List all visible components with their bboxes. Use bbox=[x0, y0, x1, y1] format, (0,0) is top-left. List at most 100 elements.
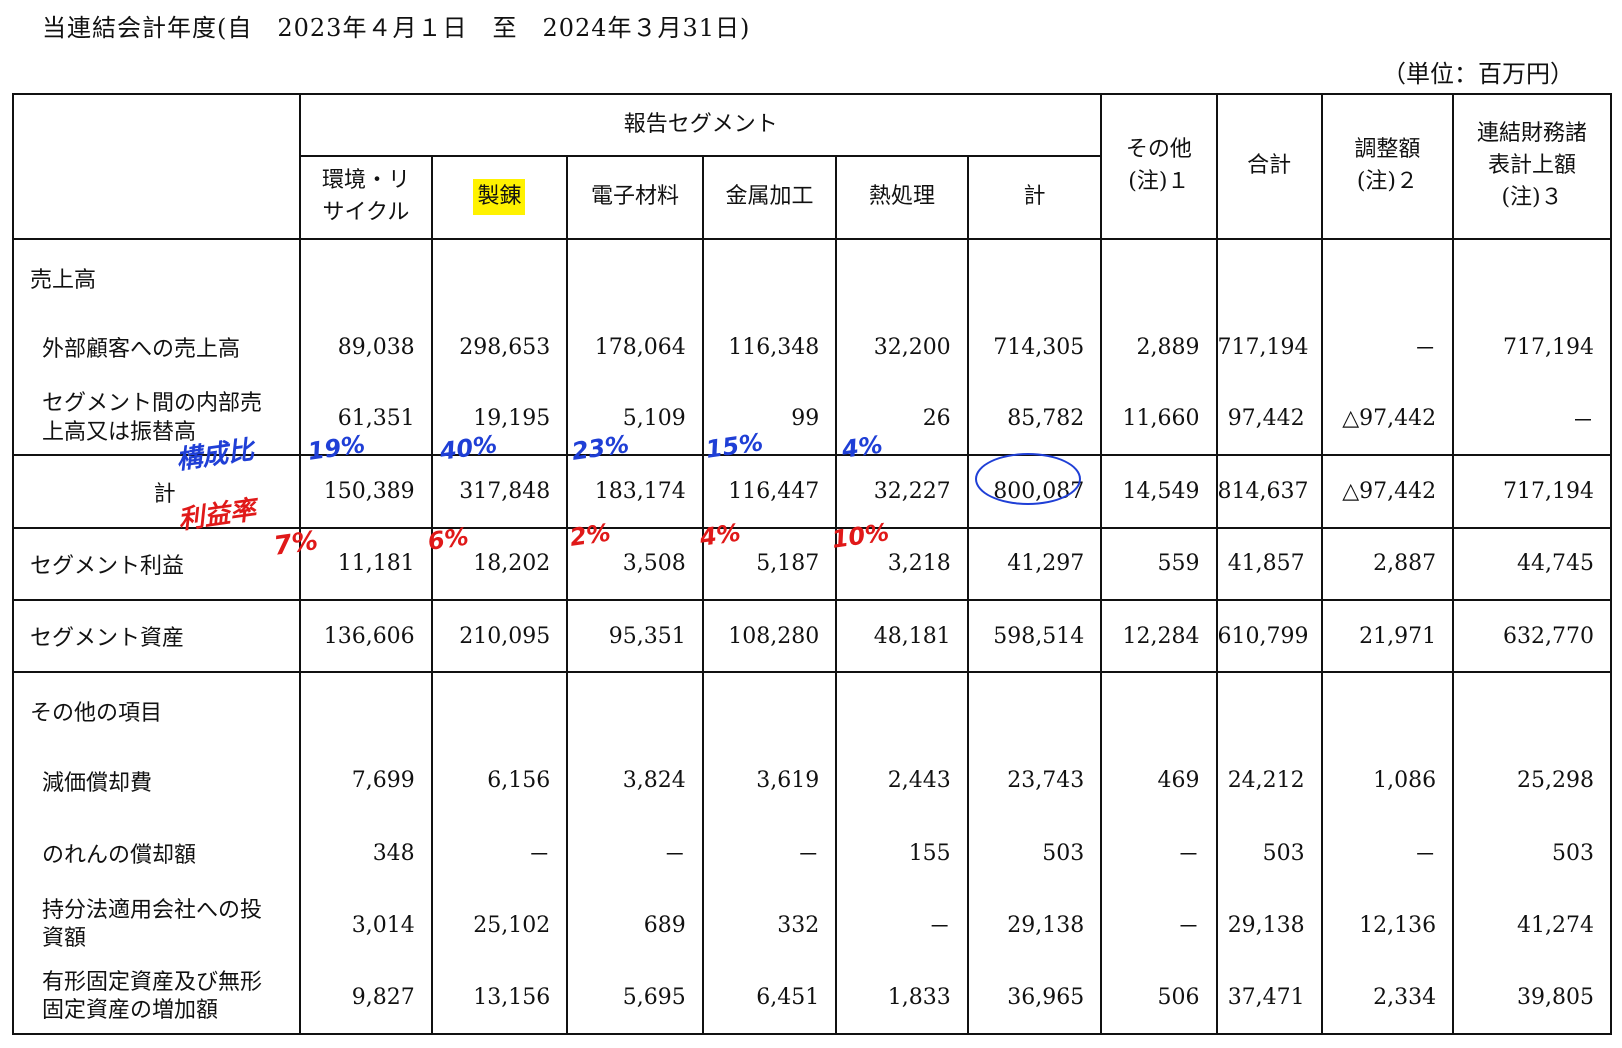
capex-increase-value: 506 bbox=[1100, 961, 1218, 1036]
header-consolidated-main: 連結財務諸表計上額 bbox=[1477, 121, 1588, 179]
intersegment-sales-label: セグメント間の内部売上高又は振替高 bbox=[11, 383, 302, 457]
margin-smelting: 6% bbox=[426, 522, 471, 556]
goodwill-amortization-value: 348 bbox=[299, 816, 433, 890]
sales-total-value: 717,194 bbox=[1452, 454, 1612, 529]
equity-investment-value: － bbox=[835, 889, 969, 962]
external-sales-value: 32,200 bbox=[835, 310, 969, 384]
external-sales-value: 2,889 bbox=[1100, 310, 1218, 384]
segment-profit-value: 18,202 bbox=[430, 526, 569, 602]
depreciation-value: 469 bbox=[1100, 744, 1218, 817]
period-title: 当連結会計年度(自 2023年４月１日 至 2024年３月31日) bbox=[42, 14, 751, 42]
smelting-highlight: 製錬 bbox=[473, 179, 526, 216]
row-external-sales: 外部顧客への売上高 89,038 298,653 178,064 116,348 32,… bbox=[11, 310, 1612, 384]
header-segment-heat-treatment: 熱処理 bbox=[835, 154, 969, 240]
external-sales-value: 89,038 bbox=[299, 310, 433, 384]
equity-investment-value: 3,014 bbox=[299, 889, 433, 962]
segment-profit-value: 41,857 bbox=[1215, 526, 1323, 602]
goodwill-amortization-label: のれんの償却額 bbox=[11, 816, 302, 890]
composition-heat: 4% bbox=[840, 430, 885, 464]
equity-investment-value: 689 bbox=[566, 889, 704, 962]
header-segment-metal-processing: 金属加工 bbox=[701, 154, 838, 240]
capex-increase-value: 37,471 bbox=[1215, 961, 1323, 1036]
header-segment-electronic-materials: 電子材料 bbox=[566, 154, 704, 240]
equity-investment-value: 41,274 bbox=[1452, 889, 1612, 962]
equity-investment-label: 持分法適用会社への投資額 bbox=[11, 889, 302, 962]
sales-total-value: 150,389 bbox=[299, 454, 433, 529]
segment-profit-value: 41,297 bbox=[966, 526, 1103, 602]
segment-table: 報告セグメント その他 (注)１ 合計 調整額 (注)２ 連結財務諸表計上額 (注… bbox=[11, 93, 1612, 1036]
segment-profit-value: 2,887 bbox=[1320, 526, 1455, 602]
header-other-text: その他 (注)１ bbox=[1125, 137, 1192, 195]
intersegment-sales-value: 26 bbox=[835, 383, 969, 457]
goodwill-amortization-value: 503 bbox=[966, 816, 1103, 890]
segment-profit-value: 11,181 bbox=[299, 526, 433, 602]
equity-investment-value: 25,102 bbox=[430, 889, 569, 962]
depreciation-value: 7,699 bbox=[299, 744, 433, 817]
segment-assets-value: 210,095 bbox=[430, 599, 569, 674]
intersegment-sales-value: 19,195 bbox=[430, 383, 569, 457]
sales-total-value: 183,174 bbox=[566, 454, 704, 529]
capex-increase-value: 6,451 bbox=[701, 961, 838, 1036]
sales-total-value: 32,227 bbox=[835, 454, 969, 529]
margin-electronic: 2% bbox=[568, 518, 613, 552]
goodwill-amortization-value: － bbox=[701, 816, 838, 890]
header-other: その他 (注)１ bbox=[1100, 93, 1218, 240]
capex-increase-value: 5,695 bbox=[566, 961, 704, 1036]
capex-increase-value: 1,833 bbox=[835, 961, 969, 1036]
capex-increase-value: 2,334 bbox=[1320, 961, 1455, 1036]
depreciation-value: 25,298 bbox=[1452, 744, 1612, 817]
segment-assets-value: 136,606 bbox=[299, 599, 433, 674]
intersegment-sales-value: 85,782 bbox=[966, 383, 1103, 457]
unit-label: （単位：百万円） bbox=[1382, 60, 1574, 88]
header-adjustment-text: 調整額 (注)２ bbox=[1354, 137, 1421, 195]
equity-investment-value: 12,136 bbox=[1320, 889, 1455, 962]
goodwill-amortization-value: 503 bbox=[1452, 816, 1612, 890]
external-sales-value: 717,194 bbox=[1452, 310, 1612, 384]
goodwill-amortization-value: － bbox=[1100, 816, 1218, 890]
goodwill-amortization-value: － bbox=[430, 816, 569, 890]
margin-metal: 4% bbox=[698, 518, 743, 552]
segment-assets-value: 108,280 bbox=[701, 599, 838, 674]
external-sales-value: 717,194 bbox=[1215, 310, 1323, 384]
segment-assets-value: 598,514 bbox=[966, 599, 1103, 674]
row-intersegment-sales: セグメント間の内部売上高又は振替高 61,351 19,195 5,109 99 26 8… bbox=[11, 383, 1612, 457]
segment-assets-value: 48,181 bbox=[835, 599, 969, 674]
row-depreciation: 減価償却費 7,699 6,156 3,824 3,619 2,443 23,743 469… bbox=[11, 744, 1612, 817]
segment-assets-value: 21,971 bbox=[1320, 599, 1455, 674]
header-row-1: 報告セグメント その他 (注)１ 合計 調整額 (注)２ 連結財務諸表計上額 (注… bbox=[11, 93, 1612, 240]
sales-total-value: 317,848 bbox=[430, 454, 569, 529]
intersegment-sales-value: 61,351 bbox=[299, 383, 433, 457]
capex-increase-value: 9,827 bbox=[299, 961, 433, 1036]
equity-investment-value: 29,138 bbox=[966, 889, 1103, 962]
goodwill-amortization-value: － bbox=[566, 816, 704, 890]
external-sales-label: 外部顧客への売上高 bbox=[11, 310, 302, 384]
row-segment-profit: セグメント利益 11,181 18,202 3,508 5,187 3,218 41,29… bbox=[11, 526, 1612, 602]
row-sales-group: 売上高 bbox=[11, 237, 1612, 311]
depreciation-value: 3,824 bbox=[566, 744, 704, 817]
header-consolidated: 連結財務諸表計上額 (注)３ bbox=[1452, 93, 1612, 240]
row-goodwill-amortization: のれんの償却額 348 －－－ 155 503 － 503 － 503 bbox=[11, 816, 1612, 890]
external-sales-value: 298,653 bbox=[430, 310, 569, 384]
depreciation-value: 1,086 bbox=[1320, 744, 1455, 817]
header-blank bbox=[11, 93, 302, 240]
segment-profit-value: 3,508 bbox=[566, 526, 704, 602]
header-adjustment: 調整額 (注)２ bbox=[1320, 93, 1455, 240]
depreciation-value: 6,156 bbox=[430, 744, 569, 817]
highlight-circle-800087 bbox=[975, 453, 1081, 505]
equity-investment-value: － bbox=[1100, 889, 1218, 962]
sales-total-label: 計 bbox=[11, 454, 302, 529]
sales-group-label: 売上高 bbox=[11, 237, 302, 311]
equity-investment-value: 29,138 bbox=[1215, 889, 1323, 962]
goodwill-amortization-value: 503 bbox=[1215, 816, 1323, 890]
sales-total-value: 116,447 bbox=[701, 454, 838, 529]
intersegment-sales-value: 97,442 bbox=[1215, 383, 1323, 457]
external-sales-value: 714,305 bbox=[966, 310, 1103, 384]
goodwill-amortization-value: － bbox=[1320, 816, 1455, 890]
header-segment-environment-recycling: 環境・リサイクル bbox=[299, 154, 433, 240]
depreciation-label: 減価償却費 bbox=[11, 744, 302, 817]
segment-profit-value: 44,745 bbox=[1452, 526, 1612, 602]
capex-increase-value: 39,805 bbox=[1452, 961, 1612, 1036]
row-segment-assets: セグメント資産 136,606 210,095 95,351 108,280 48,18… bbox=[11, 599, 1612, 674]
segment-assets-value: 12,284 bbox=[1100, 599, 1218, 674]
intersegment-sales-value: － bbox=[1452, 383, 1612, 457]
